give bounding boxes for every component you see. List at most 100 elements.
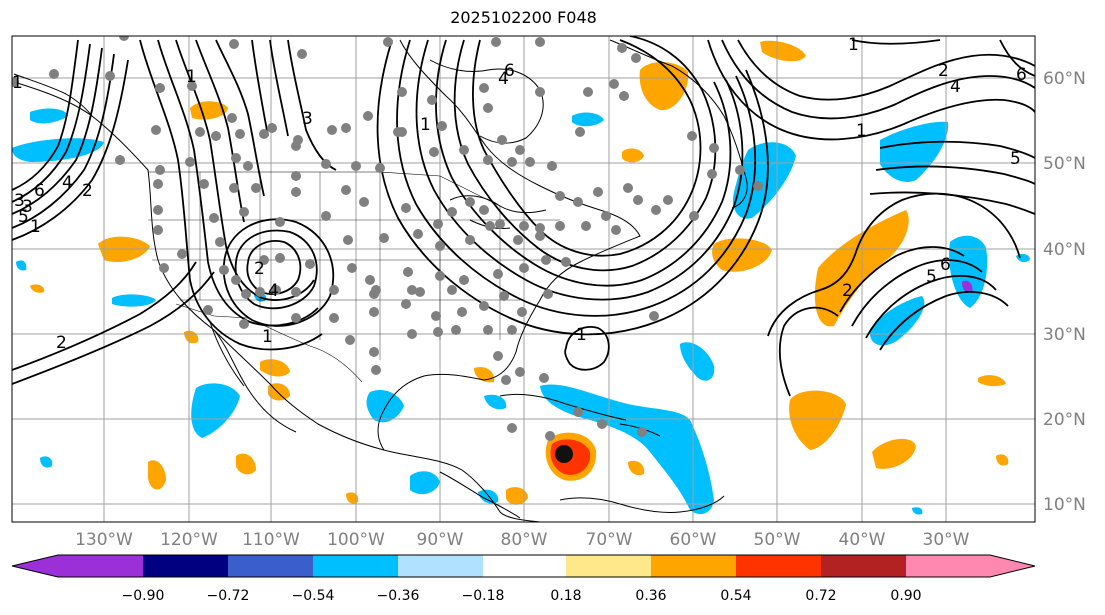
us-canada-border — [148, 171, 501, 207]
station-dot — [619, 91, 629, 101]
station-dot — [609, 79, 619, 89]
coastlines — [13, 39, 748, 522]
negative-anomaly-region — [40, 456, 53, 468]
station-dot — [451, 325, 461, 335]
longitude-label: 30°W — [923, 530, 970, 550]
contour-label: 4 — [498, 69, 509, 89]
station-dot — [479, 83, 489, 93]
station-dot — [519, 263, 529, 273]
station-dot — [593, 187, 603, 197]
contour-label: 1 — [262, 327, 273, 347]
station-dot — [341, 123, 351, 133]
station-dot — [243, 161, 253, 171]
negative-anomaly-region — [572, 112, 604, 127]
contour-line — [737, 39, 1035, 101]
latitude-label: 40°N — [1043, 240, 1086, 260]
station-dot — [203, 305, 213, 315]
colorbar-tick-label: −0.36 — [377, 588, 420, 604]
station-dot — [255, 287, 265, 297]
negative-anomaly-region — [869, 296, 925, 346]
station-dot — [597, 419, 607, 429]
station-dot — [497, 135, 507, 145]
station-dot — [369, 289, 379, 299]
station-dot — [407, 329, 417, 339]
station-dot — [155, 83, 165, 93]
colorbar-low-extension — [12, 555, 58, 577]
station-dot — [329, 313, 339, 323]
station-dot — [397, 127, 407, 137]
contour-line — [376, 39, 769, 336]
station-dot — [383, 37, 393, 47]
contour-line — [851, 259, 983, 327]
station-dot — [573, 407, 583, 417]
colorbar-tick-label: 0.54 — [720, 588, 751, 604]
station-dot — [397, 87, 407, 97]
negative-anomaly-region — [366, 389, 404, 423]
cuba-coast — [499, 393, 627, 421]
station-dot — [403, 267, 413, 277]
station-dot — [483, 325, 493, 335]
station-dot — [491, 37, 501, 47]
station-dot — [663, 195, 673, 205]
negative-anomaly-region — [680, 342, 715, 381]
map-frame — [11, 35, 1036, 523]
positive-anomaly-region — [628, 460, 645, 476]
longitude-label: 100°W — [327, 530, 385, 550]
latitude-label: 30°N — [1043, 325, 1086, 345]
station-dot — [457, 307, 467, 317]
negative-anomaly-region — [30, 108, 68, 124]
colorbar-tick-label: 0.18 — [550, 588, 581, 604]
station-dot — [735, 165, 745, 175]
contour-line — [721, 39, 1035, 120]
contour-line — [707, 39, 1035, 141]
contour-line — [12, 53, 115, 229]
negative-anomaly-region — [484, 394, 507, 410]
contour-label: 3 — [302, 109, 313, 129]
contour-line — [269, 39, 289, 137]
station-dot — [401, 203, 411, 213]
colorbar-high-extension — [906, 555, 1035, 577]
station-dot — [229, 39, 239, 49]
station-dot — [539, 373, 549, 383]
colorbar-bin — [651, 555, 736, 577]
contour-label: 2 — [254, 259, 265, 279]
contour-line — [12, 271, 215, 385]
longitude-label: 60°W — [670, 530, 717, 550]
station-dot — [535, 37, 545, 47]
colorbar-bin — [736, 555, 821, 577]
negative-anomaly-region — [12, 138, 104, 162]
station-dot — [187, 81, 197, 91]
colorbar-bin — [398, 555, 483, 577]
contour-label: 6 — [1016, 65, 1027, 85]
colorbar-tick-label: −0.54 — [292, 588, 335, 604]
station-dot — [753, 181, 763, 191]
positive-anomaly-region — [712, 238, 772, 272]
alaska-coast — [13, 73, 93, 117]
station-dot — [617, 43, 627, 53]
station-dot — [275, 253, 285, 263]
station-dot — [575, 127, 585, 137]
station-dot — [561, 257, 571, 267]
positive-anomaly-region — [789, 390, 846, 450]
negative-anomaly-region — [478, 489, 499, 504]
station-dot — [535, 231, 545, 241]
station-dot — [709, 143, 719, 153]
contour-label: 1 — [30, 217, 41, 237]
station-dot — [351, 161, 361, 171]
contour-line — [879, 291, 1009, 351]
station-dot — [363, 111, 373, 121]
station-dot — [573, 197, 583, 207]
station-dot — [241, 289, 251, 299]
contour-line — [246, 240, 302, 295]
positive-anomaly-region — [236, 453, 256, 475]
contour-labels: 1 2 3 4 5 6 1 2 3 4 1 1 1 2 4 6 5 1 2 1 … — [12, 35, 1027, 353]
station-dot — [219, 265, 229, 275]
station-dot — [291, 187, 301, 197]
station-dot — [543, 289, 553, 299]
station-dot — [119, 36, 129, 41]
contour-label: 3 — [22, 197, 33, 217]
station-dot — [369, 347, 379, 357]
station-dot — [485, 221, 495, 231]
contour-label: 2 — [938, 61, 949, 81]
station-dot — [321, 159, 331, 169]
